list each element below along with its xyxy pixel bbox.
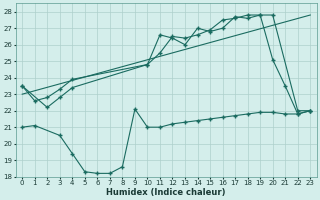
X-axis label: Humidex (Indice chaleur): Humidex (Indice chaleur) bbox=[107, 188, 226, 197]
